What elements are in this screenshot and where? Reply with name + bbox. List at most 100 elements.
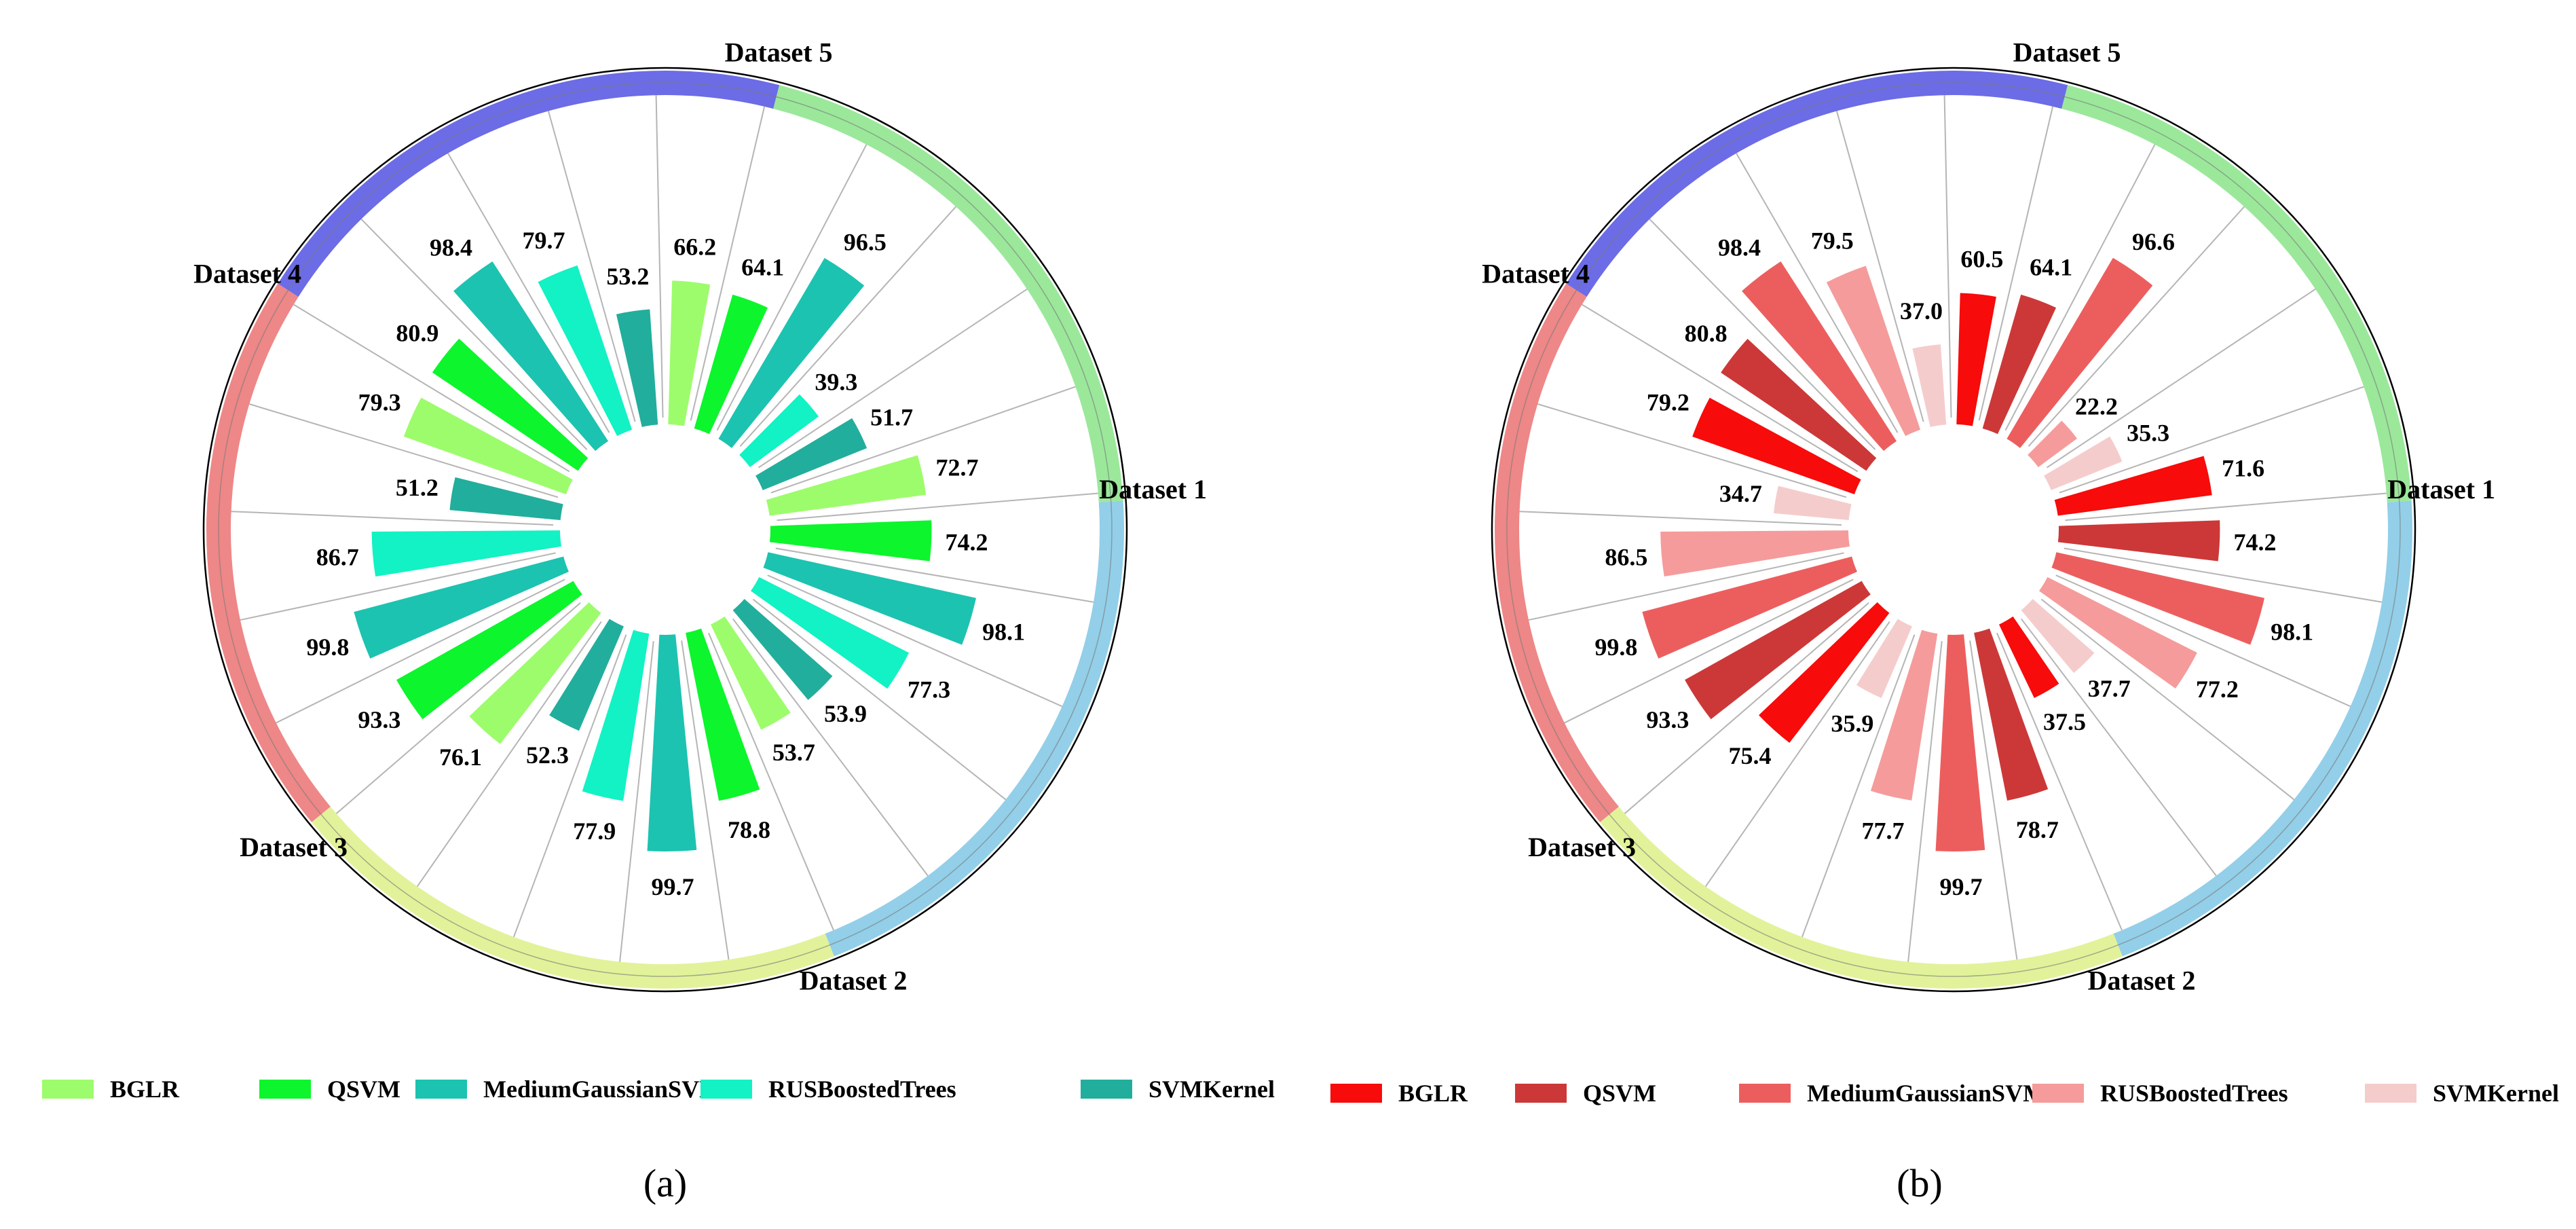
- bar: [694, 294, 768, 435]
- inner-hub: [553, 418, 777, 642]
- grid-line: [739, 206, 956, 447]
- value-label: 98.4: [430, 234, 472, 261]
- grid-line: [360, 219, 588, 450]
- bar: [1642, 556, 1857, 659]
- value-label: 86.7: [316, 544, 359, 571]
- bar: [769, 520, 932, 562]
- dataset-ring-segment: [278, 70, 780, 297]
- bar: [1974, 628, 2049, 801]
- grid-line: [2040, 598, 2295, 801]
- dataset-label: Dataset 3: [240, 832, 348, 862]
- value-label: 76.1: [439, 744, 482, 771]
- value-label: 22.2: [2075, 392, 2118, 420]
- legend-label: BGLR: [1398, 1080, 1468, 1107]
- bar: [2051, 552, 2264, 645]
- grid-line: [2046, 288, 2316, 469]
- bar: [755, 418, 867, 490]
- grid-line: [777, 492, 1098, 521]
- value-label: 93.3: [1646, 706, 1689, 733]
- bar: [718, 257, 865, 448]
- grid-line: [732, 618, 929, 877]
- value-label: 77.2: [2196, 676, 2239, 703]
- value-label: 77.9: [573, 818, 616, 845]
- dataset-label: Dataset 2: [800, 966, 908, 996]
- bar: [449, 477, 563, 520]
- value-label: 34.7: [1719, 480, 1762, 507]
- grid-line: [2064, 547, 2383, 603]
- legend-swatch: [1739, 1084, 1791, 1103]
- value-label: 99.8: [1594, 634, 1637, 661]
- grid-line: [2065, 492, 2387, 521]
- bar: [1685, 581, 1871, 720]
- chart-panel-a: 72.7 74.2 98.1 77.3 53.9 53.7 78.8 99.7 77.9 52.3…: [42, 37, 1275, 1205]
- legend-label: MediumGaussianSVM: [483, 1076, 722, 1103]
- bar: [1982, 294, 2057, 435]
- legend-swatch: [1330, 1084, 1382, 1103]
- value-label: 79.5: [1811, 227, 1854, 255]
- value-label: 78.8: [728, 816, 770, 843]
- dataset-ring-segment: [2061, 85, 2412, 502]
- legend-label: RUSBoostedTrees: [2100, 1080, 2288, 1107]
- grid-line: [1835, 111, 1924, 422]
- value-label: 80.8: [1685, 320, 1728, 347]
- grid-line: [1582, 304, 1859, 473]
- bar: [1956, 293, 1996, 426]
- bar: [1774, 485, 1852, 520]
- grid-line: [2055, 574, 2351, 708]
- value-label: 79.7: [522, 227, 565, 254]
- bar: [1692, 397, 1861, 495]
- legend-swatch: [1515, 1084, 1567, 1103]
- grid-line: [1801, 634, 1916, 938]
- grid-line: [619, 640, 654, 962]
- bar: [371, 530, 561, 577]
- value-label: 71.6: [2222, 454, 2264, 481]
- value-label: 77.3: [908, 676, 950, 703]
- grid-line: [770, 386, 1076, 494]
- grid-line: [1537, 403, 1847, 498]
- dataset-ring-segment: [773, 85, 1123, 502]
- value-label: 96.5: [844, 228, 886, 255]
- bar: [686, 628, 760, 801]
- legend-label: BGLR: [110, 1076, 180, 1103]
- bar: [2044, 436, 2123, 490]
- dataset-ring-segment: [1566, 71, 2068, 297]
- bar: [710, 616, 791, 730]
- grid-line: [276, 579, 565, 724]
- value-label: 86.5: [1605, 543, 1647, 570]
- grid-line: [2004, 144, 2156, 431]
- value-label: 78.7: [2016, 816, 2059, 843]
- grid-line: [1624, 602, 1869, 814]
- bar: [1856, 619, 1912, 699]
- grid-line: [708, 632, 834, 931]
- bar: [751, 576, 910, 689]
- bar: [1742, 261, 1897, 452]
- bar: [739, 394, 819, 468]
- dataset-ring-segment: [1495, 283, 1619, 822]
- dataset-label: Dataset 2: [2088, 966, 2196, 996]
- dataset-label: Dataset 1: [2387, 474, 2495, 505]
- grid-line: [767, 574, 1063, 708]
- bar: [396, 581, 582, 720]
- legend-swatch: [2365, 1084, 2416, 1103]
- value-label: 98.1: [982, 619, 1025, 646]
- dataset-ring-segment: [312, 806, 834, 989]
- legend-swatch: [259, 1080, 311, 1099]
- bar: [538, 265, 633, 437]
- value-label: 98.1: [2271, 619, 2313, 646]
- legend-swatch: [701, 1080, 752, 1099]
- bar: [2054, 456, 2212, 516]
- bar: [616, 309, 658, 427]
- grid-line: [2020, 618, 2217, 877]
- legend-label: SVMKernel: [1149, 1076, 1275, 1103]
- grid-line: [1736, 153, 1899, 433]
- bar: [2028, 420, 2077, 468]
- grid-line: [447, 153, 610, 433]
- grid-line: [2028, 206, 2245, 447]
- legend-swatch: [42, 1080, 94, 1099]
- legend-label: SVMKernel: [2433, 1080, 2559, 1107]
- value-label: 39.3: [815, 369, 857, 396]
- panel-caption: (b): [1897, 1161, 1943, 1205]
- value-label: 98.4: [1718, 234, 1761, 261]
- value-label: 66.2: [673, 233, 716, 260]
- bar: [1935, 634, 1985, 852]
